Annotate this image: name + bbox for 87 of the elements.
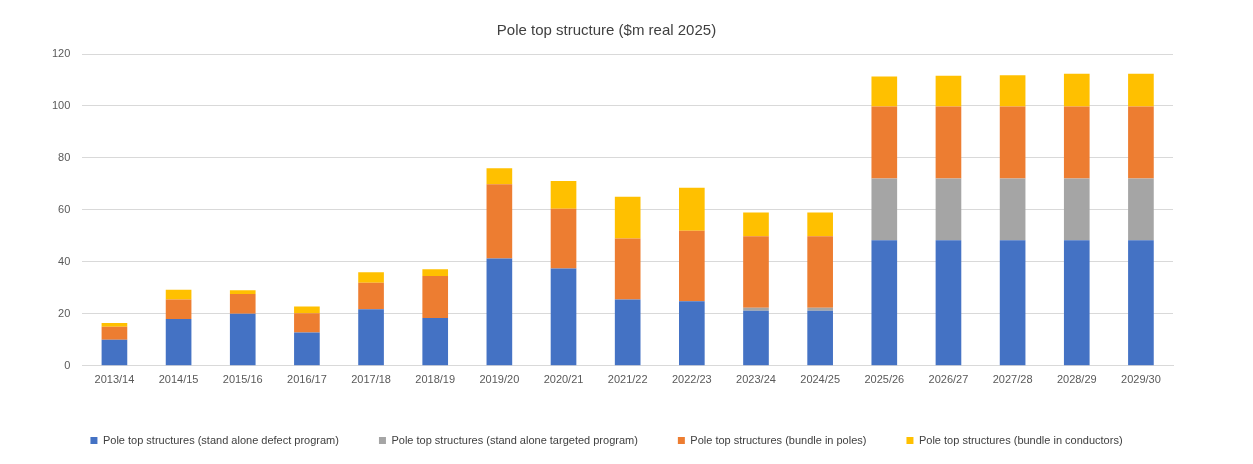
bar bbox=[1063, 73, 1090, 107]
bar bbox=[422, 275, 449, 318]
bar bbox=[679, 230, 705, 302]
bar bbox=[743, 310, 769, 366]
bar bbox=[807, 310, 833, 366]
bar bbox=[358, 309, 384, 366]
bar bbox=[743, 212, 769, 237]
bar bbox=[486, 184, 513, 259]
x-tick-label: 2022/23 bbox=[671, 373, 712, 386]
bar bbox=[871, 178, 898, 241]
bar bbox=[999, 178, 1026, 241]
bar bbox=[229, 290, 256, 295]
bar bbox=[101, 322, 128, 327]
bar bbox=[743, 307, 769, 311]
x-tick-label: 2019/20 bbox=[479, 373, 520, 386]
bar bbox=[229, 313, 256, 366]
bar bbox=[871, 76, 898, 107]
bar bbox=[550, 208, 577, 269]
y-tick-label: 0 bbox=[64, 358, 71, 371]
legend-label: Pole top structures (stand alone defect program) bbox=[102, 433, 339, 446]
y-tick-label: 60 bbox=[58, 202, 71, 215]
bar bbox=[935, 75, 962, 107]
bar bbox=[550, 268, 577, 366]
x-tick-label: 2014/15 bbox=[158, 373, 199, 386]
bar bbox=[1128, 106, 1154, 179]
bar bbox=[871, 240, 898, 366]
x-tick-label: 2029/30 bbox=[1121, 373, 1161, 386]
bar bbox=[165, 289, 192, 300]
x-tick-label: 2018/19 bbox=[415, 373, 456, 386]
bar bbox=[1128, 240, 1154, 366]
bar bbox=[294, 306, 320, 314]
x-tick-label: 2016/17 bbox=[287, 373, 327, 386]
bar bbox=[422, 269, 449, 276]
bar bbox=[614, 196, 641, 239]
legend-label: Pole top structures (bundle in conductors) bbox=[918, 433, 1123, 446]
bar bbox=[229, 294, 256, 314]
x-tick-label: 2024/25 bbox=[800, 373, 841, 386]
bar bbox=[550, 181, 577, 209]
y-tick-label: 120 bbox=[51, 47, 71, 60]
bar bbox=[486, 168, 513, 185]
bar bbox=[422, 317, 449, 366]
bar bbox=[807, 212, 833, 237]
bar bbox=[1063, 240, 1090, 366]
chart-title: Pole top structure ($m real 2025) bbox=[496, 21, 717, 39]
legend-label: Pole top structures (bundle in poles) bbox=[690, 433, 867, 446]
bar bbox=[294, 313, 320, 333]
bar bbox=[101, 339, 128, 366]
y-tick-label: 20 bbox=[58, 306, 71, 319]
bar bbox=[807, 307, 833, 311]
bar bbox=[101, 326, 128, 340]
bar bbox=[935, 240, 962, 366]
bar bbox=[1128, 73, 1154, 107]
bar bbox=[1128, 178, 1154, 241]
legend-label: Pole top structures (stand alone targeted program) bbox=[391, 433, 638, 446]
x-tick-label: 2025/26 bbox=[864, 373, 905, 386]
bar bbox=[614, 238, 641, 300]
x-tick-label: 2015/16 bbox=[222, 373, 263, 386]
bar bbox=[807, 236, 833, 308]
bar bbox=[871, 106, 898, 179]
x-tick-label: 2021/22 bbox=[607, 373, 648, 386]
bar bbox=[935, 106, 962, 179]
x-tick-label: 2028/29 bbox=[1056, 373, 1097, 386]
bar bbox=[165, 319, 192, 366]
bar bbox=[1063, 106, 1090, 179]
x-tick-label: 2017/18 bbox=[351, 373, 391, 386]
bar bbox=[358, 272, 384, 283]
y-tick-label: 40 bbox=[58, 254, 71, 267]
x-tick-label: 2013/14 bbox=[94, 373, 135, 386]
x-tick-label: 2027/28 bbox=[992, 373, 1033, 386]
x-tick-label: 2020/21 bbox=[543, 373, 584, 386]
bar bbox=[165, 299, 192, 320]
bar bbox=[743, 236, 769, 308]
x-tick-label: 2026/27 bbox=[928, 373, 969, 386]
bar bbox=[679, 301, 705, 366]
bar bbox=[999, 106, 1026, 179]
bar bbox=[999, 240, 1026, 366]
bar bbox=[679, 187, 705, 231]
bar bbox=[999, 75, 1026, 107]
bar bbox=[935, 178, 962, 241]
y-tick-label: 100 bbox=[51, 99, 71, 111]
bar bbox=[358, 282, 384, 310]
bar bbox=[1063, 178, 1090, 241]
x-tick-label: 2023/24 bbox=[736, 373, 776, 386]
bar bbox=[614, 299, 641, 366]
y-tick-label: 80 bbox=[58, 150, 71, 163]
bar bbox=[486, 258, 513, 366]
bar bbox=[294, 332, 320, 366]
